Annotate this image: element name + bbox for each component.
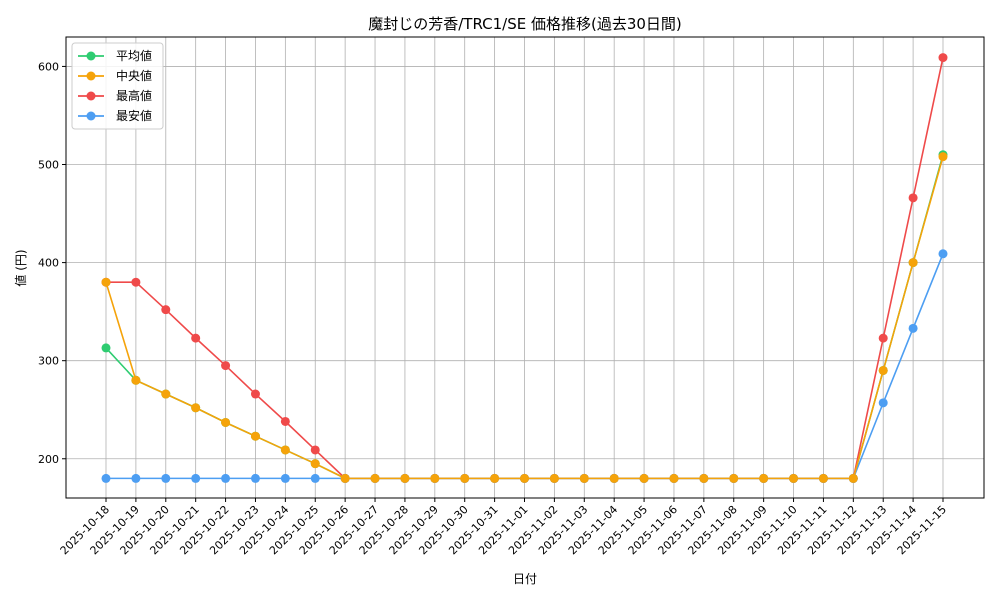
- data-point: [280, 473, 290, 483]
- data-point: [131, 473, 141, 483]
- data-point: [221, 417, 231, 427]
- data-point: [191, 473, 201, 483]
- y-tick-label: 500: [38, 159, 59, 172]
- y-tick-label: 400: [38, 257, 59, 270]
- data-point: [639, 473, 649, 483]
- data-point: [250, 431, 260, 441]
- plot-area: [65, 36, 985, 499]
- y-tick-label: 200: [38, 453, 59, 466]
- data-point: [131, 277, 141, 287]
- y-axis-label: 値 (円): [13, 249, 28, 286]
- data-point: [759, 473, 769, 483]
- data-point: [908, 258, 918, 268]
- chart-title: 魔封じの芳香/TRC1/SE 価格推移(過去30日間): [368, 15, 682, 33]
- data-point: [430, 473, 440, 483]
- y-axis: 200 300 400 500 600: [38, 60, 66, 466]
- series-2: [101, 152, 948, 483]
- data-point: [400, 473, 410, 483]
- legend-label: 中央値: [116, 68, 152, 83]
- legend-item: 平均値: [78, 48, 152, 63]
- data-point: [520, 473, 529, 483]
- data-point: [579, 473, 589, 483]
- data-point: [878, 365, 888, 375]
- data-point: [101, 277, 111, 287]
- data-point: [280, 445, 290, 455]
- legend-label: 平均値: [116, 48, 152, 63]
- legend-label: 最高値: [116, 88, 152, 103]
- data-point: [908, 193, 918, 203]
- data-point: [340, 473, 350, 483]
- data-point: [878, 398, 888, 408]
- legend-item: 中央値: [78, 68, 152, 83]
- data-point: [789, 473, 799, 483]
- data-point: [221, 473, 231, 483]
- data-point: [161, 305, 171, 315]
- data-point: [938, 152, 948, 162]
- data-point: [460, 473, 470, 483]
- data-point: [938, 249, 948, 259]
- data-point: [848, 473, 858, 483]
- data-point: [161, 473, 171, 483]
- data-point: [280, 416, 290, 426]
- data-point: [101, 343, 111, 353]
- legend-marker: [86, 71, 96, 81]
- data-point: [250, 473, 260, 483]
- data-point: [191, 403, 201, 413]
- x-axis: 2025-10-182025-10-192025-10-202025-10-21…: [58, 498, 949, 557]
- data-point: [669, 473, 679, 483]
- y-tick-label: 600: [38, 60, 59, 73]
- data-point: [908, 323, 918, 333]
- data-point: [310, 459, 320, 469]
- legend-box: [71, 42, 164, 130]
- data-point: [370, 473, 380, 483]
- data-point: [310, 445, 320, 455]
- data-point: [191, 333, 201, 343]
- legend-item: 最高値: [78, 88, 152, 103]
- legend-marker: [86, 51, 96, 61]
- legend-marker: [86, 91, 96, 101]
- grid-lines: [66, 37, 984, 498]
- legend-item: 最安値: [78, 108, 152, 123]
- legend-label: 最安値: [116, 108, 152, 123]
- data-point: [131, 375, 141, 385]
- data-point: [609, 473, 619, 483]
- legend-marker: [86, 111, 96, 121]
- data-point: [101, 473, 111, 483]
- data-point: [490, 473, 500, 483]
- data-point: [878, 333, 888, 343]
- data-point: [310, 473, 320, 483]
- data-point: [938, 53, 948, 63]
- x-axis-label: 日付: [513, 572, 537, 586]
- data-point: [818, 473, 828, 483]
- data-point: [161, 389, 171, 399]
- data-point: [221, 361, 231, 371]
- series-layer: [101, 53, 948, 483]
- data-point: [250, 389, 260, 399]
- y-tick-label: 300: [38, 355, 59, 368]
- data-point: [699, 473, 709, 483]
- data-point: [549, 473, 559, 483]
- data-point: [729, 473, 739, 483]
